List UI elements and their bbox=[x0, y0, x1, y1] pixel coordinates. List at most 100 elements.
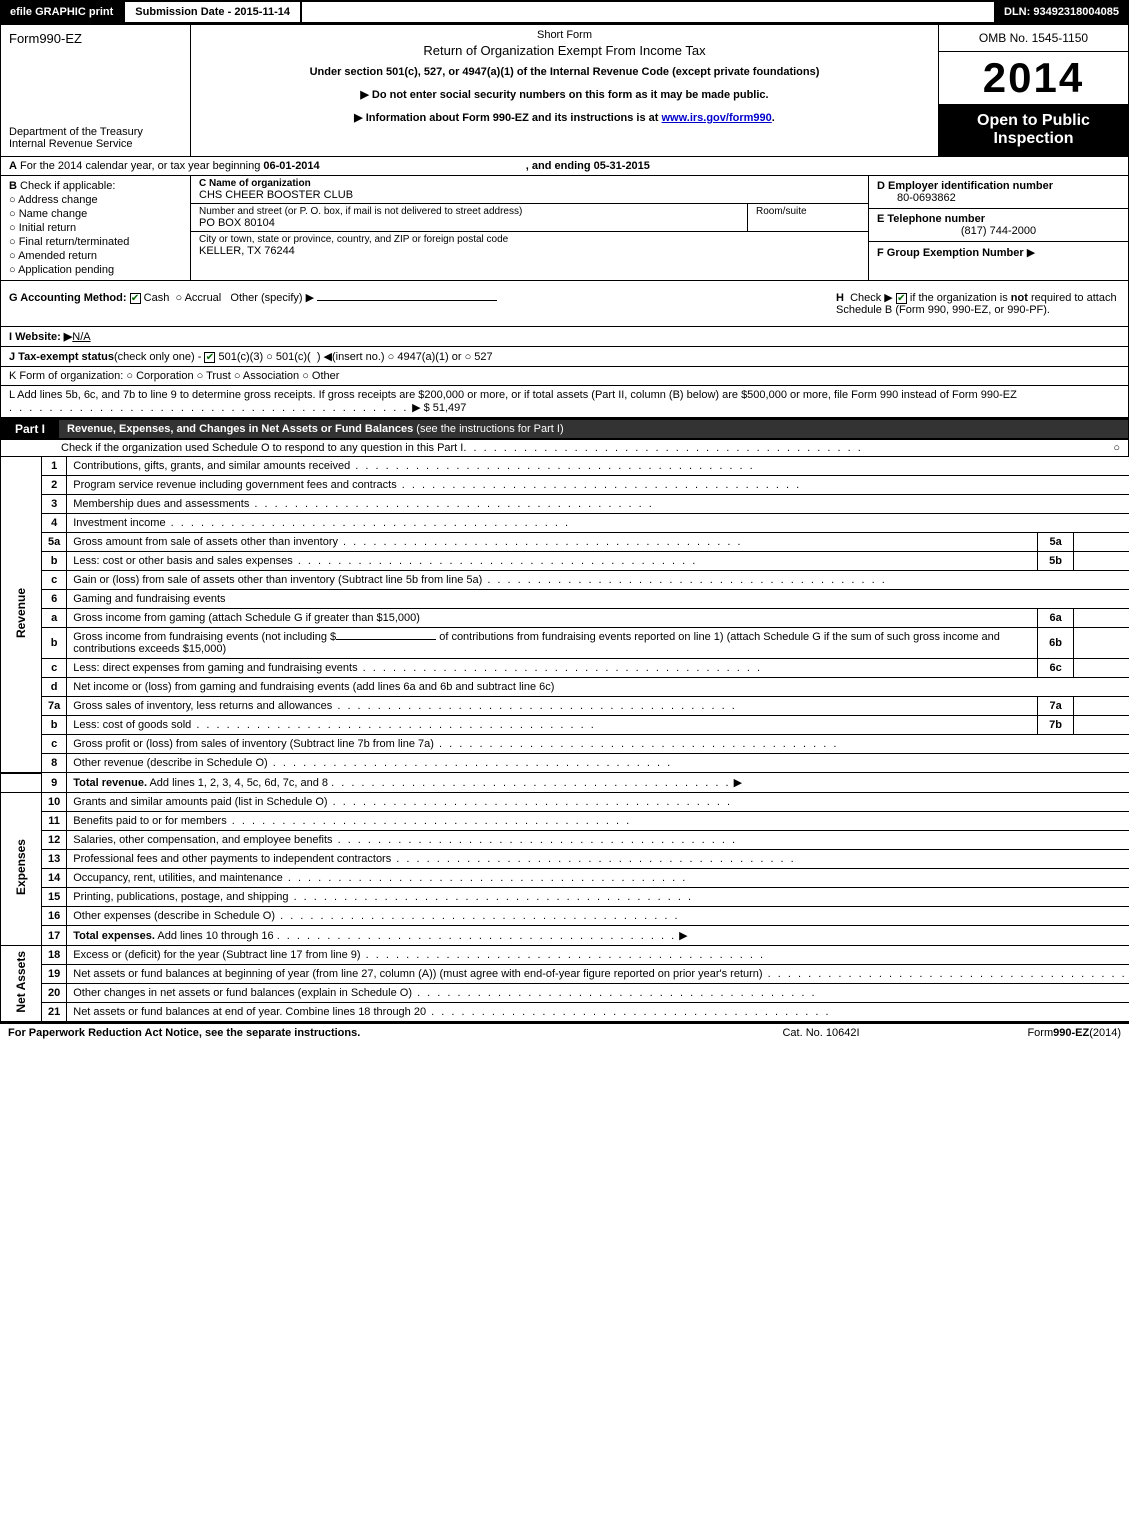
footer-mid: Cat. No. 10642I bbox=[721, 1027, 921, 1039]
chk-name-change[interactable]: Name change bbox=[9, 208, 182, 220]
c-city-cell: City or town, state or province, country… bbox=[191, 232, 868, 259]
line-6b-sub: 6b bbox=[1038, 628, 1074, 659]
short-form-label: Short Form bbox=[199, 29, 930, 41]
irs-link[interactable]: www.irs.gov/form990 bbox=[662, 112, 772, 124]
line-5b: bLess: cost or other basis and sales exp… bbox=[1, 552, 1129, 571]
info-link-pre: Information about Form 990-EZ and its in… bbox=[366, 112, 662, 124]
line-6c: cLess: direct expenses from gaming and f… bbox=[1, 659, 1129, 678]
row-j: J Tax-exempt status(check only one) - 50… bbox=[0, 346, 1129, 367]
c-addr-row: Number and street (or P. O. box, if mail… bbox=[191, 204, 868, 232]
line-9: 9Total revenue. Add lines 1, 2, 3, 4, 5c… bbox=[1, 773, 1129, 793]
part1-sub-text: Check if the organization used Schedule … bbox=[61, 442, 463, 454]
chk-501c3[interactable] bbox=[204, 352, 215, 363]
line-21: 21Net assets or fund balances at end of … bbox=[1, 1003, 1129, 1022]
info-link-line: Information about Form 990-EZ and its in… bbox=[199, 111, 930, 124]
line-7b: bLess: cost of goods sold 7b6,923 bbox=[1, 716, 1129, 735]
under-section-text: Under section 501(c), 527, or 4947(a)(1)… bbox=[199, 66, 930, 78]
form-title: Return of Organization Exempt From Incom… bbox=[199, 43, 930, 58]
line-1: Revenue 1 Contributions, gifts, grants, … bbox=[1, 457, 1129, 476]
line-4: 4Investment income 4 bbox=[1, 514, 1129, 533]
line-5a-sub: 5a bbox=[1038, 533, 1074, 552]
line-18: Net Assets 18Excess or (deficit) for the… bbox=[1, 946, 1129, 965]
col-def: D Employer identification number 80-0693… bbox=[868, 176, 1128, 280]
row-l: L Add lines 5b, 6c, and 7b to line 9 to … bbox=[0, 386, 1129, 418]
line-7b-sub: 7b bbox=[1038, 716, 1074, 735]
topbar-spacer bbox=[302, 0, 994, 24]
d-lbl: D Employer identification number bbox=[877, 180, 1053, 192]
line-21-desc: Net assets or fund balances at end of ye… bbox=[73, 1006, 830, 1018]
line-12-desc: Salaries, other compensation, and employ… bbox=[73, 834, 737, 846]
line-6a-sub: 6a bbox=[1038, 609, 1074, 628]
c-name-val: CHS CHEER BOOSTER CLUB bbox=[199, 189, 860, 201]
footer-right-yr: (2014) bbox=[1089, 1027, 1121, 1039]
line-19: 19Net assets or fund balances at beginni… bbox=[1, 965, 1129, 984]
c-name-cell: C Name of organization CHS CHEER BOOSTER… bbox=[191, 176, 868, 204]
line-1-desc: Contributions, gifts, grants, and simila… bbox=[73, 460, 754, 472]
top-bar: efile GRAPHIC print Submission Date - 20… bbox=[0, 0, 1129, 24]
chk-cash[interactable] bbox=[130, 293, 141, 304]
efile-print-label: efile GRAPHIC print bbox=[0, 0, 123, 24]
part1-header: Part I Revenue, Expenses, and Changes in… bbox=[0, 418, 1129, 440]
line-20-desc: Other changes in net assets or fund bala… bbox=[73, 987, 816, 999]
f-arrow: ▶ bbox=[1027, 247, 1035, 259]
line-16-desc: Other expenses (describe in Schedule O) bbox=[73, 910, 679, 922]
line-6d-desc: Net income or (loss) from gaming and fun… bbox=[67, 678, 1129, 697]
c-city-val: KELLER, TX 76244 bbox=[199, 245, 860, 257]
a-begin: 06-01-2014 bbox=[263, 160, 319, 172]
dln-label: DLN: 93492318004085 bbox=[994, 0, 1129, 24]
line-15: 15Printing, publications, postage, and s… bbox=[1, 888, 1129, 907]
chk-h[interactable] bbox=[896, 293, 907, 304]
chk-initial-return[interactable]: Initial return bbox=[9, 222, 182, 234]
line-5b-subval bbox=[1074, 552, 1129, 571]
chk-address-change[interactable]: Address change bbox=[9, 194, 182, 206]
line-8: 8Other revenue (describe in Schedule O) … bbox=[1, 754, 1129, 773]
line-5a-subval bbox=[1074, 533, 1129, 552]
part1-label: Part I bbox=[1, 419, 59, 439]
a-mid: , and ending bbox=[526, 160, 594, 172]
line-5c-desc: Gain or (loss) from sale of assets other… bbox=[73, 574, 887, 586]
part1-sub-dots bbox=[463, 442, 1100, 454]
chk-final-return[interactable]: Final return/terminated bbox=[9, 236, 182, 248]
l-text: L Add lines 5b, 6c, and 7b to line 9 to … bbox=[9, 389, 1017, 401]
f-cell: F Group Exemption Number ▶ bbox=[869, 242, 1128, 263]
line-5a: 5aGross amount from sale of assets other… bbox=[1, 533, 1129, 552]
submission-date-label: Submission Date - 2015-11-14 bbox=[123, 0, 302, 24]
line-11-desc: Benefits paid to or for members bbox=[73, 815, 631, 827]
line-15-desc: Printing, publications, postage, and shi… bbox=[73, 891, 693, 903]
line-7a-subval: 4,374 bbox=[1074, 697, 1129, 716]
line-3: 3Membership dues and assessments 3690 bbox=[1, 495, 1129, 514]
line-7c: cGross profit or (loss) from sales of in… bbox=[1, 735, 1129, 754]
line-6c-sub: 6c bbox=[1038, 659, 1074, 678]
chk-application-pending[interactable]: Application pending bbox=[9, 264, 182, 276]
line-6a-desc: Gross income from gaming (attach Schedul… bbox=[67, 609, 1038, 628]
line-6d: dNet income or (loss) from gaming and fu… bbox=[1, 678, 1129, 697]
section-g-h: G Accounting Method: Cash ○ Accrual Othe… bbox=[0, 281, 1129, 327]
netassets-label: Net Assets bbox=[1, 946, 42, 1022]
line-20: 20Other changes in net assets or fund ba… bbox=[1, 984, 1129, 1003]
row-i: I Website: ▶N/A bbox=[0, 327, 1129, 346]
part1-title: Revenue, Expenses, and Changes in Net As… bbox=[59, 420, 1128, 438]
section-b-through-f: B Check if applicable: Address change Na… bbox=[0, 176, 1129, 281]
col-c: C Name of organization CHS CHEER BOOSTER… bbox=[191, 176, 868, 280]
b-header: B Check if applicable: bbox=[9, 180, 182, 192]
line-6a: aGross income from gaming (attach Schedu… bbox=[1, 609, 1129, 628]
chk-amended-return[interactable]: Amended return bbox=[9, 250, 182, 262]
header-left: Form990-EZ Department of the Treasury In… bbox=[1, 25, 191, 156]
line-16: 16Other expenses (describe in Schedule O… bbox=[1, 907, 1129, 926]
line-14: 14Occupancy, rent, utilities, and mainte… bbox=[1, 869, 1129, 888]
b-header-text: Check if applicable: bbox=[20, 180, 115, 192]
part1-sub-box[interactable]: ○ bbox=[1100, 442, 1120, 454]
line-12: 12Salaries, other compensation, and empl… bbox=[1, 831, 1129, 850]
line-17: 17Total expenses. Add lines 10 through 1… bbox=[1, 926, 1129, 946]
form-header: Form990-EZ Department of the Treasury In… bbox=[0, 24, 1129, 157]
c-addr-val: PO BOX 80104 bbox=[199, 217, 739, 229]
e-lbl: E Telephone number bbox=[877, 213, 985, 225]
a-end: 05-31-2015 bbox=[594, 160, 650, 172]
col-b: B Check if applicable: Address change Na… bbox=[1, 176, 191, 280]
a-pre: For the 2014 calendar year, or tax year … bbox=[20, 160, 263, 172]
c-city-lbl: City or town, state or province, country… bbox=[199, 234, 860, 245]
g-other: Other (specify) ▶ bbox=[230, 292, 314, 304]
c-name-lbl: C Name of organization bbox=[199, 178, 311, 189]
l-amount: ▶ $ 51,497 bbox=[412, 402, 466, 414]
line-7b-subval: 6,923 bbox=[1074, 716, 1129, 735]
